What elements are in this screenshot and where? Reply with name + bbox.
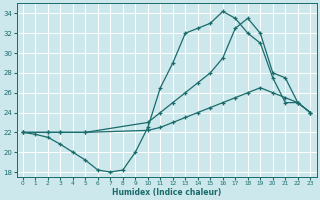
X-axis label: Humidex (Indice chaleur): Humidex (Indice chaleur) bbox=[112, 188, 221, 197]
